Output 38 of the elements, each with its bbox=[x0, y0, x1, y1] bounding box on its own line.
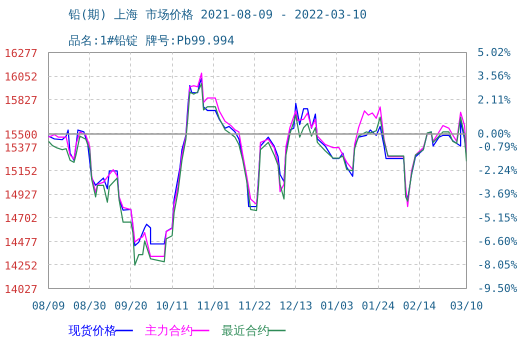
y-tick-label: 15152 bbox=[4, 165, 38, 178]
legend-label: 现货价格 bbox=[68, 324, 117, 338]
y2-tick-label: -6.60% bbox=[478, 234, 518, 248]
y-tick-label: 15377 bbox=[4, 141, 38, 154]
x-tick-label: 11/01 bbox=[196, 300, 230, 312]
y2-tick-label: -9.50% bbox=[478, 282, 518, 295]
x-tick-label: 03/10 bbox=[450, 300, 484, 312]
y2-tick-label: 2.11% bbox=[478, 93, 511, 106]
x-tick-label: 10/11 bbox=[156, 300, 189, 312]
y2-tick-label: -0.79% bbox=[478, 140, 518, 154]
y-tick-label: 14252 bbox=[4, 259, 38, 272]
x-tick-label: 12/13 bbox=[279, 300, 312, 312]
y2-tick-label: -2.24% bbox=[478, 164, 518, 177]
y-tick-label: 16052 bbox=[4, 70, 38, 84]
y-tick-label: 14927 bbox=[4, 188, 38, 202]
y-tick-label: 14477 bbox=[4, 236, 38, 249]
legend-label: 最近合约 bbox=[221, 324, 270, 338]
y-tick-label: 15500 bbox=[4, 128, 38, 142]
x-tick-label: 01/03 bbox=[320, 300, 354, 312]
chart-title: 铅(期) 上海 市场价格 2021-08-09 - 2022-03-10 bbox=[68, 8, 367, 22]
y2-tick-label: 3.56% bbox=[478, 70, 511, 83]
x-tick-label: 08/09 bbox=[32, 300, 66, 312]
y-tick-label: 16277 bbox=[4, 47, 38, 60]
y-tick-label: 14702 bbox=[4, 212, 38, 226]
x-tick-label: 01/24 bbox=[362, 300, 396, 312]
y2-tick-label: -3.69% bbox=[478, 188, 518, 201]
y2-tick-label: -8.05% bbox=[478, 258, 518, 272]
y2-tick-label: 5.02% bbox=[478, 46, 511, 59]
x-tick-label: 11/22 bbox=[238, 300, 272, 312]
x-tick-label: 09/20 bbox=[114, 300, 148, 312]
x-tick-label: 08/30 bbox=[73, 300, 106, 312]
x-tick-label: 02/14 bbox=[402, 300, 436, 312]
y-tick-label: 14027 bbox=[4, 283, 38, 296]
legend-label: 主力合约 bbox=[144, 324, 193, 338]
chart-subtitle: 品名:1#铅锭 牌号:Pb99.994 bbox=[68, 34, 234, 48]
y2-tick-label: 0.00% bbox=[478, 128, 511, 141]
y2-tick-label: -5.15% bbox=[478, 211, 518, 224]
y-tick-label: 15827 bbox=[4, 94, 38, 108]
